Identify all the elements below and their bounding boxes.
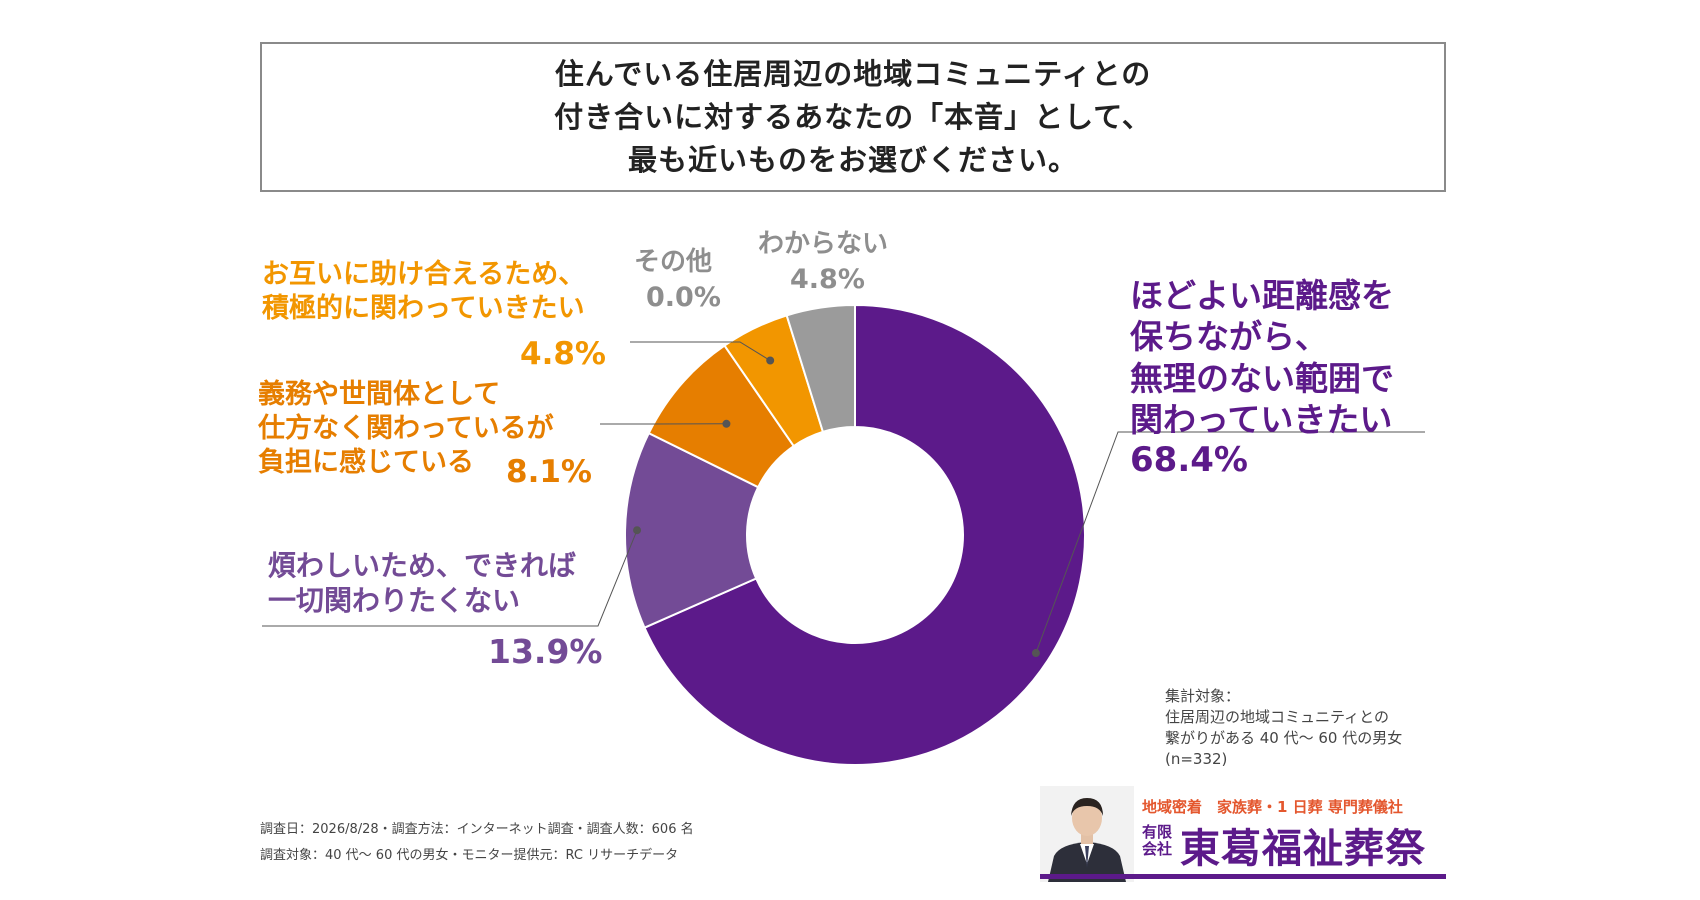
donut-slice-5: [785, 303, 856, 434]
slice-label-5: わからない: [758, 228, 888, 261]
donut-slice-1: [624, 431, 760, 629]
slice-value-1: 13.9%: [488, 632, 603, 671]
slice-label-5-line-0: わからない: [758, 229, 889, 259]
brand-underline: [1040, 874, 1446, 879]
slice-label-2: 義務や世間体として 仕方なく関わっているが 負担に感じている: [258, 378, 554, 479]
note-line-3: 繋がりがある 40 代～ 60 代の男女: [1165, 729, 1403, 747]
slice-label-4-line-0: その他: [634, 247, 713, 277]
title-line-2: 付き合いに対するあなたの「本音」として、: [554, 99, 1152, 134]
slice-value-2: 8.1%: [506, 454, 592, 490]
note-line-1: 集計対象：: [1165, 687, 1241, 705]
leader-line-3: [630, 341, 771, 361]
slice-label-1: 煩わしいため、できれば 一切関わりたくない: [268, 548, 576, 618]
slice-label-0-line-3: 関わっていきたい: [1130, 399, 1393, 439]
title-line-3: 最も近いものをお選びください。: [627, 142, 1078, 177]
slice-label-3-line-0: お互いに助け合えるため、: [262, 259, 586, 290]
aggregation-note: 集計対象： 住居周辺の地域コミュニティとの 繋がりがある 40 代～ 60 代の…: [1165, 686, 1402, 770]
person-photo-icon: [1040, 786, 1134, 882]
slice-label-0: ほどよい距離感を 保ちながら、 無理のない範囲で 関わっていきたい: [1130, 275, 1394, 440]
leader-line-1: [262, 530, 638, 627]
note-line-2: 住居周辺の地域コミュニティとの: [1165, 708, 1389, 726]
slice-label-2-line-0: 義務や世間体として: [258, 379, 501, 410]
brand-block: 地域密着 家族葬・1 日葬 専門葬儀社 有限会社 東葛福祉葬祭: [1040, 786, 1446, 882]
slice-value-5: 4.8%: [790, 264, 865, 295]
slice-label-2-line-2: 負担に感じている: [258, 446, 474, 478]
slice-value-3: 4.8%: [520, 336, 606, 372]
title-line-1: 住んでいる住居周辺の地域コミュニティとの: [554, 56, 1152, 91]
brand-tagline: 地域密着 家族葬・1 日葬 専門葬儀社: [1142, 798, 1403, 816]
slice-label-1-line-1: 一切関わりたくない: [268, 584, 521, 617]
slice-label-4: その他: [634, 246, 712, 279]
footer-line-1: 調査日：2026/8/28・調査方法：インターネット調査・調査人数：606 名: [260, 822, 694, 837]
slice-label-0-line-2: 無理のない範囲で: [1130, 358, 1394, 398]
slice-label-2-line-1: 仕方なく関わっているが: [258, 412, 554, 444]
note-line-4: (n=332): [1165, 750, 1228, 768]
title-box: 住んでいる住居周辺の地域コミュニティとの 付き合いに対するあなたの「本音」として…: [260, 42, 1446, 192]
slice-label-3: お互いに助け合えるため、 積極的に関わっていきたい: [262, 258, 585, 326]
donut-slice-0: [643, 303, 1086, 766]
slice-label-0-line-0: ほどよい距離感を: [1130, 276, 1394, 315]
slice-label-3-line-1: 積極的に関わっていきたい: [262, 292, 585, 324]
slice-value-0: 68.4%: [1130, 440, 1248, 480]
footer-line-2: 調査対象：40 代～ 60 代の男女・モニター提供元：RC リサーチデータ: [260, 848, 679, 863]
brand-prefix: 有限会社: [1142, 823, 1173, 858]
leader-line-0: [1035, 431, 1425, 654]
brand-name: 東葛福祉葬祭: [1180, 826, 1426, 872]
slice-label-0-line-1: 保ちながら、: [1130, 317, 1328, 357]
slice-label-1-line-0: 煩わしいため、できれば: [268, 549, 577, 582]
slice-value-4: 0.0%: [646, 282, 721, 313]
